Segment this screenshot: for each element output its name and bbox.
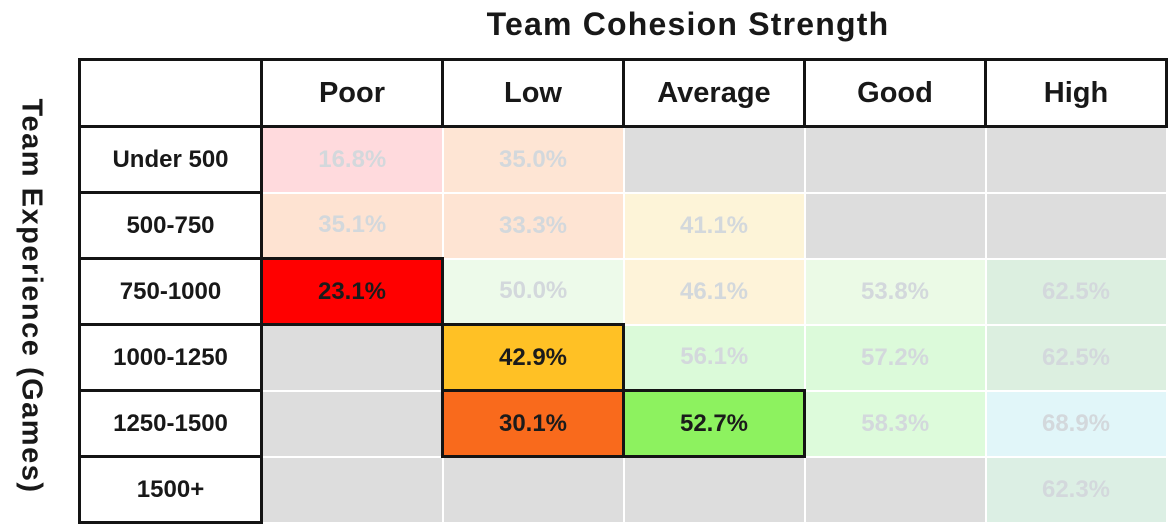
column-header-average: Average [622,58,806,128]
column-header-good: Good [803,58,987,128]
cell-750-1000-high: 62.5% [984,257,1168,326]
cell-under-500-low: 35.0% [441,125,625,194]
table-row: 1000-1250 42.9% 56.1% 57.2% 62.5% [78,323,1168,392]
cell-500-750-average: 41.1% [622,191,806,260]
column-header-poor: Poor [260,58,444,128]
heatmap-body: Under 500 16.8% 35.0% 500-750 35.1% 33.3% 41.1… [78,125,1168,524]
cell-500-750-high [984,191,1168,260]
cell-750-1000-low: 50.0% [441,257,625,326]
cell-750-1000-poor: 23.1% [260,257,444,326]
cell-1500-plus-poor [260,455,444,524]
cell-1000-1250-low: 42.9% [441,323,625,392]
table-row: 1250-1500 30.1% 52.7% 58.3% 68.9% [78,389,1168,458]
chart-title: Team Cohesion Strength [486,6,890,42]
row-label-1250-1500: 1250-1500 [78,389,263,458]
cell-under-500-good [803,125,987,194]
row-label-1000-1250: 1000-1250 [78,323,263,392]
table-row: 500-750 35.1% 33.3% 41.1% [78,191,1168,260]
corner-cell [78,58,263,128]
row-label-500-750: 500-750 [78,191,263,260]
cell-under-500-average [622,125,806,194]
cell-500-750-poor: 35.1% [260,191,444,260]
table-row: 1500+ 62.3% [78,455,1168,524]
cell-1250-1500-low: 30.1% [441,389,625,458]
cell-1250-1500-poor [260,389,444,458]
table-row: 750-1000 23.1% 50.0% 46.1% 53.8% 62.5% [78,257,1168,326]
cell-750-1000-good: 53.8% [803,257,987,326]
cell-1500-plus-average [622,455,806,524]
row-label-750-1000: 750-1000 [78,257,263,326]
cell-under-500-high [984,125,1168,194]
cell-1500-plus-good [803,455,987,524]
cell-1250-1500-good: 58.3% [803,389,987,458]
cell-1250-1500-high: 68.9% [984,389,1168,458]
heatmap-grid: Poor Low Average Good High Under 500 16.8% 35.… [78,58,1168,524]
cell-under-500-poor: 16.8% [260,125,444,194]
row-label-under-500: Under 500 [78,125,263,194]
cell-1250-1500-average: 52.7% [622,389,806,458]
column-headers: Poor Low Average Good High [78,58,1168,128]
cell-500-750-low: 33.3% [441,191,625,260]
cell-1000-1250-good: 57.2% [803,323,987,392]
y-axis-label: Team Experience (Games) [15,98,48,494]
column-header-high: High [984,58,1168,128]
cell-1000-1250-average: 56.1% [622,323,806,392]
cell-1000-1250-poor [260,323,444,392]
column-header-low: Low [441,58,625,128]
cell-500-750-good [803,191,987,260]
cell-750-1000-average: 46.1% [622,257,806,326]
cell-1500-plus-high: 62.3% [984,455,1168,524]
cell-1000-1250-high: 62.5% [984,323,1168,392]
table-row: Under 500 16.8% 35.0% [78,125,1168,194]
row-label-1500-plus: 1500+ [78,455,263,524]
cell-1500-plus-low [441,455,625,524]
